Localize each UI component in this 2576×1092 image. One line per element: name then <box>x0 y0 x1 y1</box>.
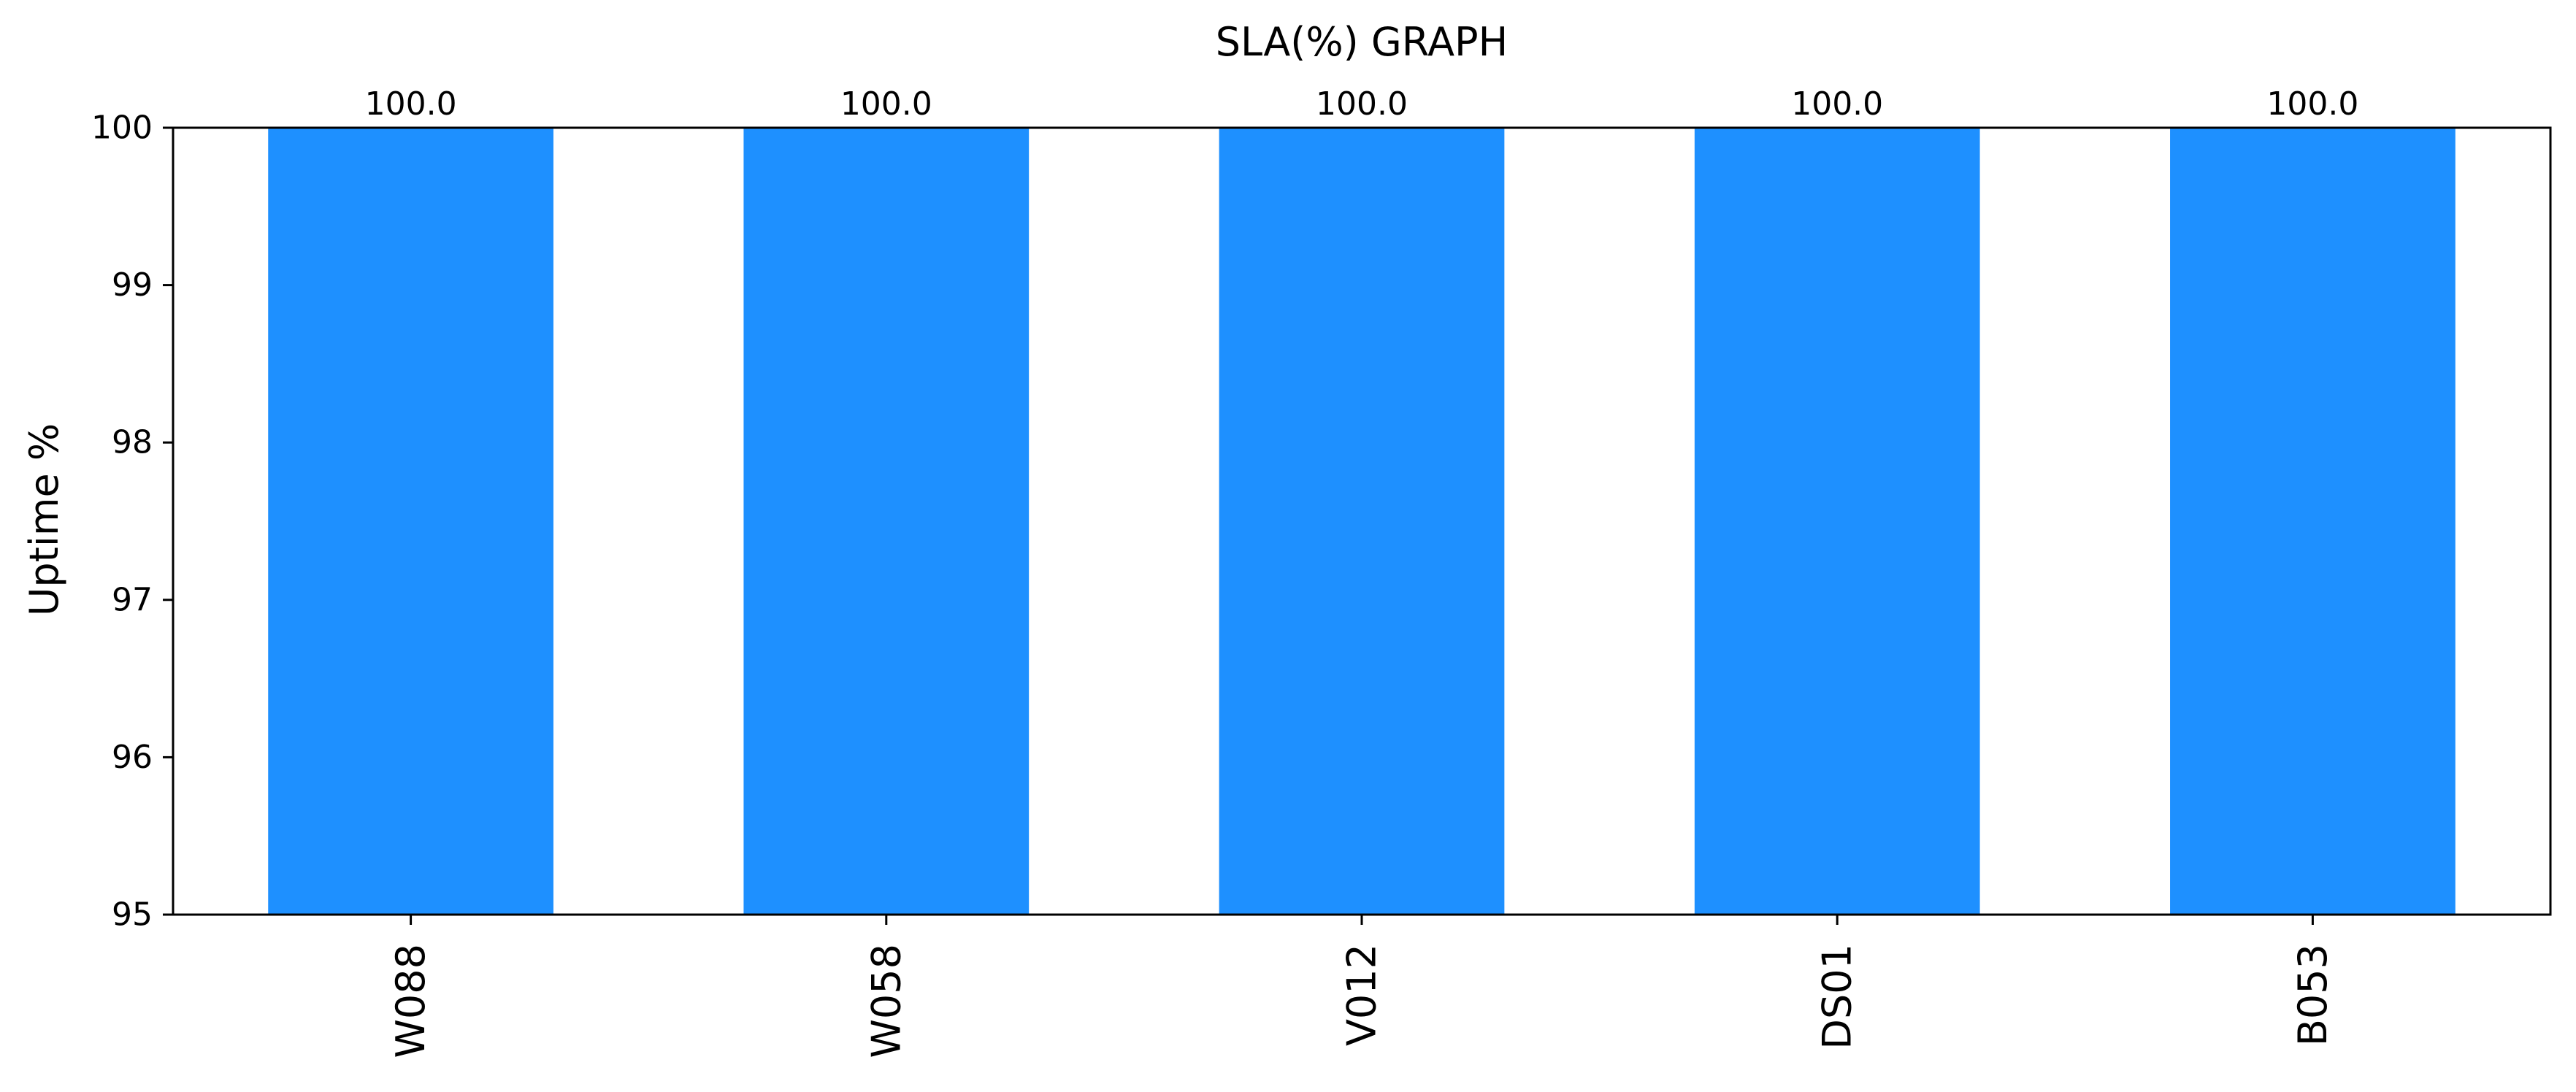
bar-ds01 <box>1694 128 1980 915</box>
bar-b053 <box>2170 128 2456 915</box>
data-label-ds01: 100.0 <box>1791 85 1883 123</box>
y-tick-label: 98 <box>112 424 153 461</box>
y-tick-label: 100 <box>91 109 153 147</box>
bar-w058 <box>743 128 1030 915</box>
x-tick-label-v012: V012 <box>1339 944 1385 1046</box>
y-tick-label: 96 <box>112 739 153 776</box>
y-tick-label: 99 <box>112 266 153 304</box>
x-tick-label-w088: W088 <box>388 944 434 1058</box>
y-axis-label: Uptime % <box>21 423 67 616</box>
y-tick-label: 97 <box>112 581 153 618</box>
ticks-layer: W088 W058 V012 DS01 B053 95 96 97 98 99 100 <box>91 109 2336 1058</box>
x-tick-label-w058: W058 <box>863 944 909 1058</box>
data-label-b053: 100.0 <box>2266 85 2358 123</box>
y-tick-label: 95 <box>112 896 153 934</box>
plot-frame <box>172 126 2552 916</box>
data-label-w088: 100.0 <box>365 85 457 123</box>
bar-v012 <box>1219 128 1505 915</box>
chart-title: SLA(%) GRAPH <box>1216 19 1508 65</box>
x-tick-label-ds01: DS01 <box>1814 944 1860 1050</box>
x-tick-label-b053: B053 <box>2290 944 2336 1046</box>
bars-layer: 100.0 100.0 100.0 100.0 100.0 <box>268 85 2456 915</box>
bar-w088 <box>268 128 553 915</box>
data-label-w058: 100.0 <box>840 85 932 123</box>
data-label-v012: 100.0 <box>1316 85 1408 123</box>
